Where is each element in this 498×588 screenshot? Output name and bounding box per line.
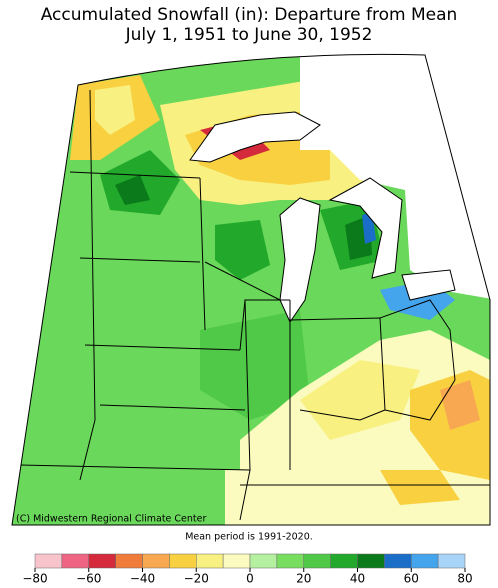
colorbar-segment bbox=[249, 553, 278, 569]
colorbar-segment bbox=[437, 553, 466, 569]
colorbar-segment bbox=[303, 553, 331, 569]
colorbar-segment bbox=[115, 553, 143, 569]
credit: (C) Midwestern Regional Climate Center bbox=[16, 514, 206, 525]
colorbar-segment bbox=[196, 553, 224, 569]
colorbar-tick-label: −20 bbox=[184, 572, 209, 586]
colorbar-segment bbox=[384, 553, 412, 569]
colorbar: −80 −60 −40 −20 0 20 40 60 80 bbox=[22, 553, 473, 586]
colorbar-segment bbox=[222, 553, 251, 569]
colorbar-tick-label: 60 bbox=[404, 572, 419, 586]
colorbar-segment bbox=[61, 553, 89, 569]
colorbar-segment bbox=[330, 553, 358, 569]
colorbar-tick-label: 80 bbox=[457, 572, 472, 586]
colorbar-segment bbox=[169, 553, 197, 569]
colorbar-segment bbox=[276, 553, 304, 569]
colorbar-tick-label: −80 bbox=[22, 572, 47, 586]
colorbar-segment bbox=[88, 553, 116, 569]
map-title: Accumulated Snowfall (in): Departure fro… bbox=[41, 5, 458, 25]
map-field bbox=[12, 54, 490, 525]
colorbar-segment bbox=[142, 553, 170, 569]
colorbar-tick-label: −60 bbox=[76, 572, 101, 586]
colorbar-tick-label: −40 bbox=[130, 572, 155, 586]
colorbar-segment bbox=[411, 553, 439, 569]
mean-period-note: Mean period is 1991-2020. bbox=[185, 532, 313, 543]
map-subtitle: July 1, 1951 to June 30, 1952 bbox=[125, 25, 373, 45]
colorbar-tick-label: 20 bbox=[296, 572, 311, 586]
colorbar-segment bbox=[357, 553, 385, 569]
map-frame bbox=[11, 53, 491, 526]
colorbar-segment bbox=[34, 553, 63, 569]
colorbar-tick-label: 40 bbox=[350, 572, 365, 586]
colorbar-tick-label: 0 bbox=[246, 572, 254, 586]
